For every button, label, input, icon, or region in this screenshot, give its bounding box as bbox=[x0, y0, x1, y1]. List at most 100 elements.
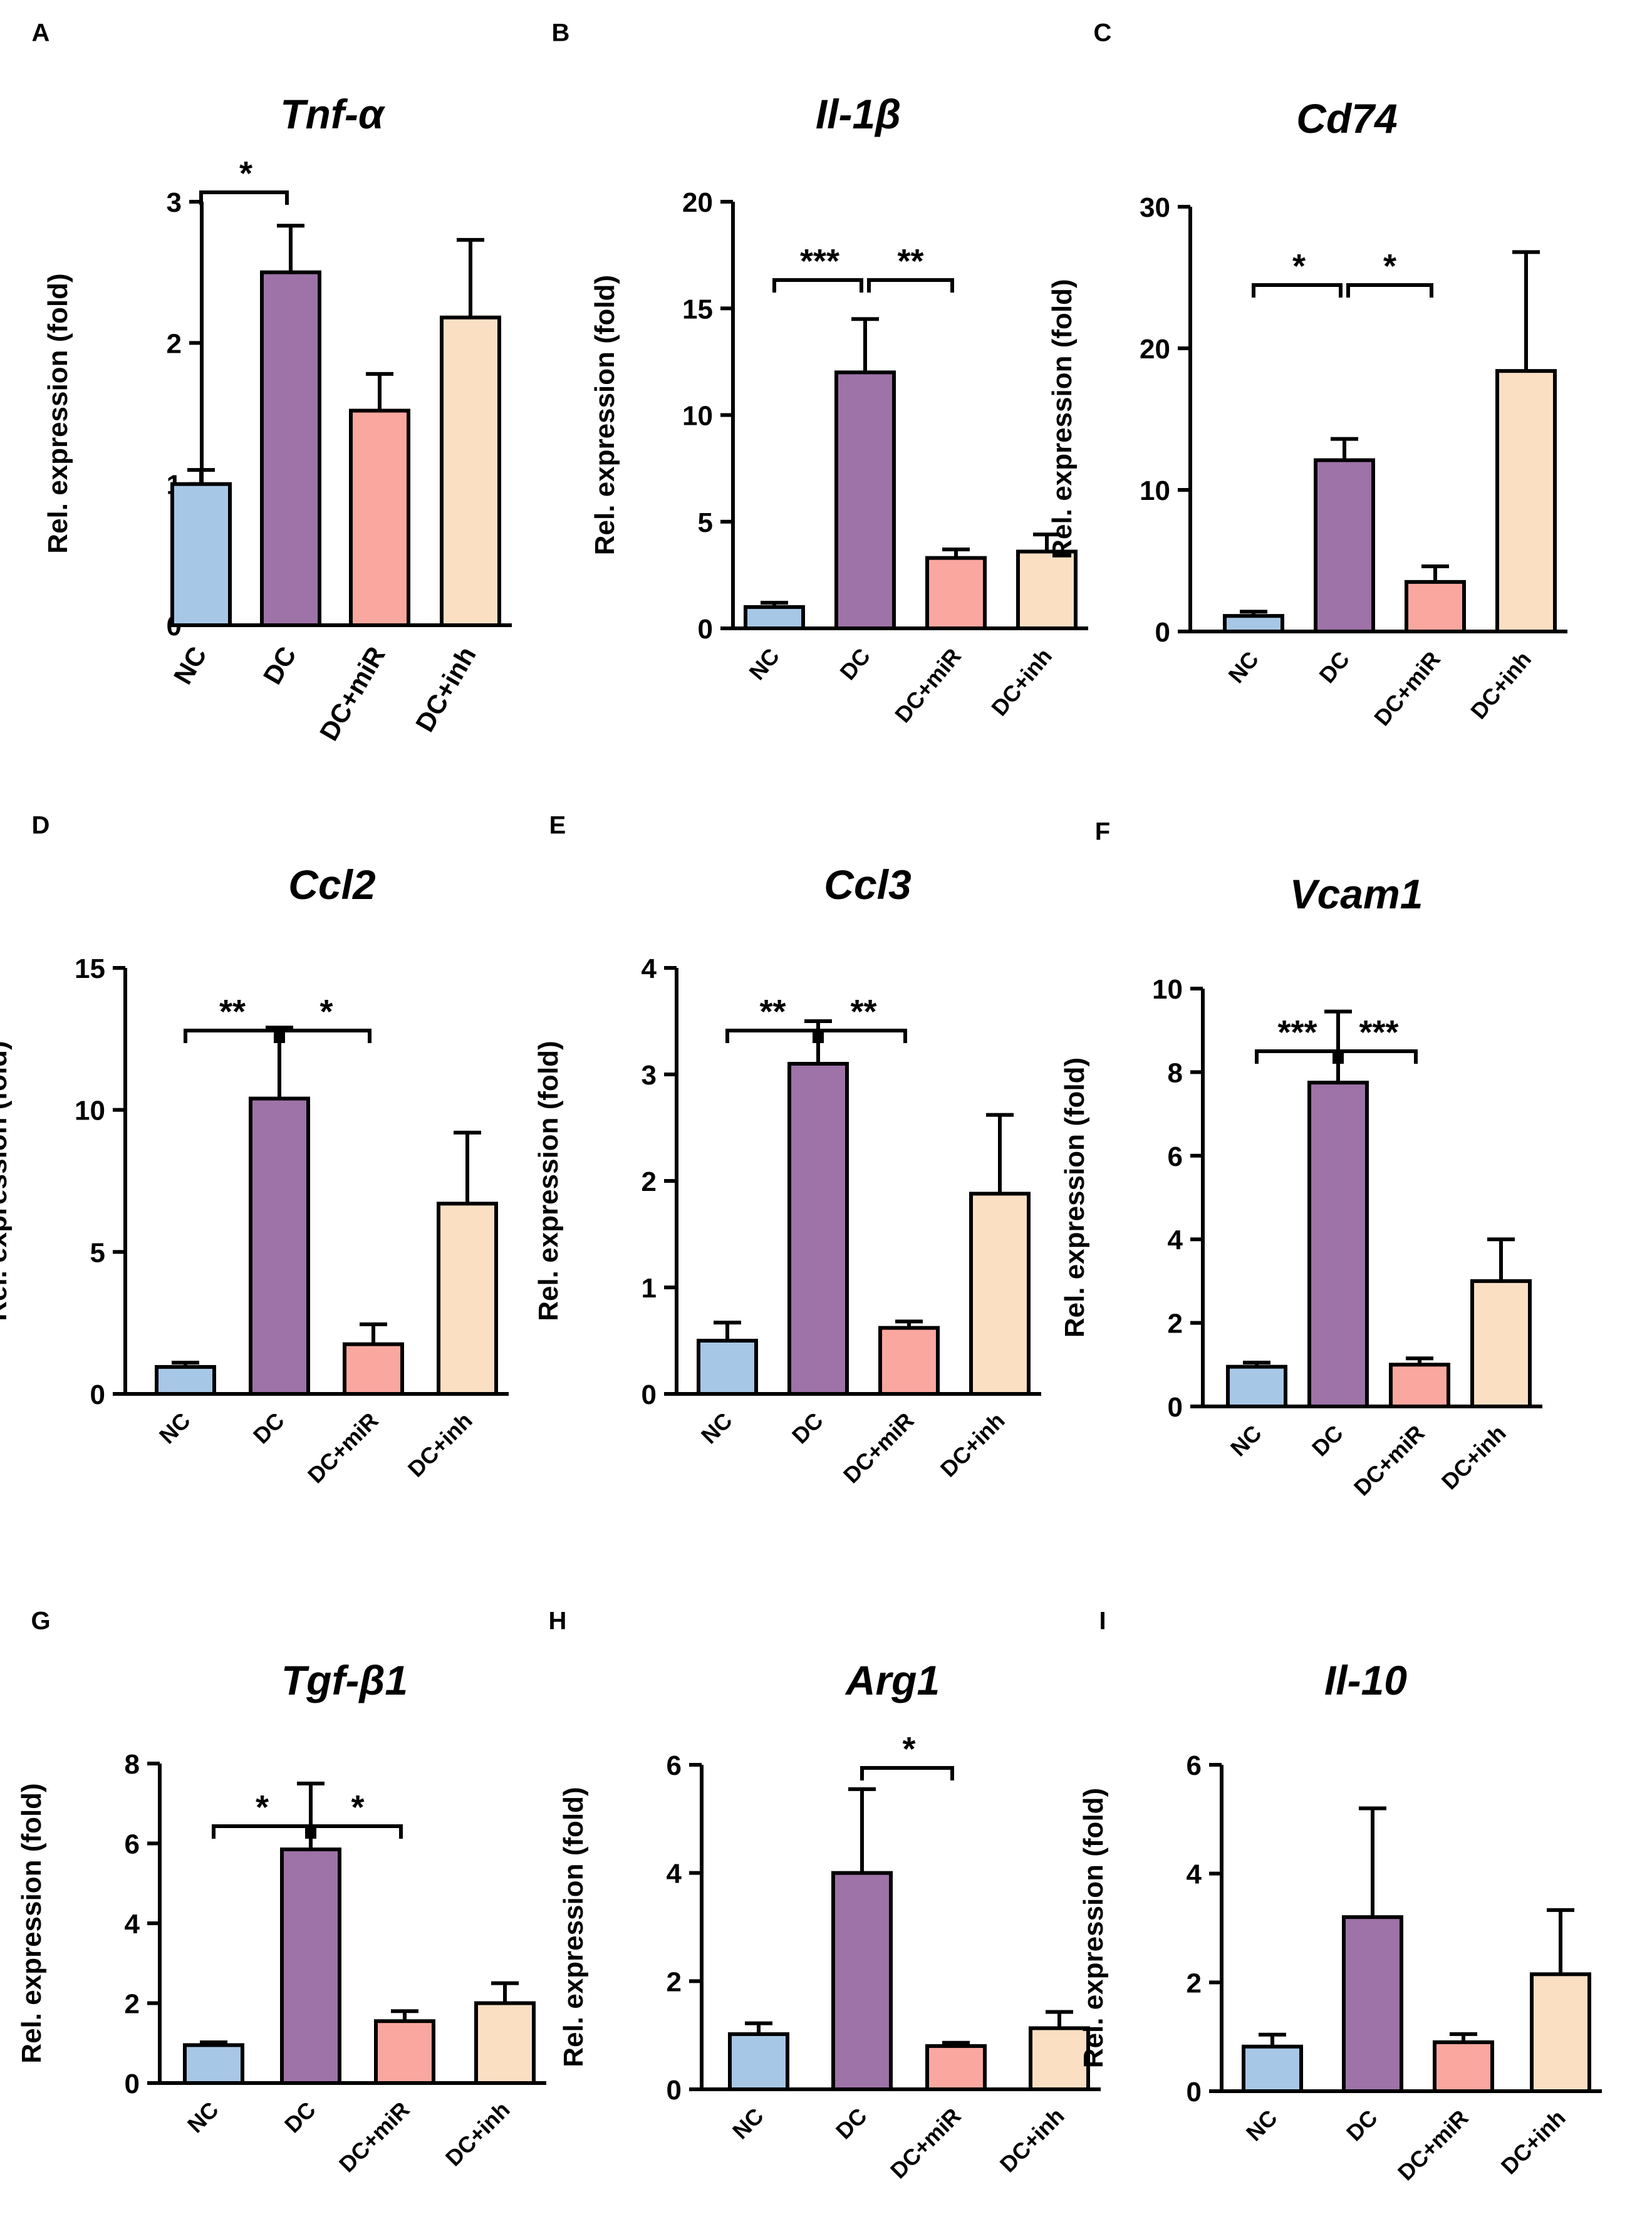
bar-nc bbox=[697, 1339, 758, 1396]
y-tick-label: 10 bbox=[1152, 974, 1183, 1005]
panel-letter: A bbox=[32, 19, 50, 47]
y-tick-label: 10 bbox=[682, 401, 713, 432]
bar-dc-mir bbox=[925, 2044, 987, 2092]
bar-dc-mir bbox=[925, 556, 987, 631]
panel-letter: I bbox=[1099, 1608, 1106, 1635]
x-tick-label-dc-mir: DC+miR bbox=[334, 2097, 415, 2178]
significance-bracket bbox=[1346, 283, 1433, 298]
significance-label: ** bbox=[850, 993, 876, 1031]
panel-letter: B bbox=[552, 19, 570, 47]
y-tick-label: 0 bbox=[1168, 1392, 1183, 1423]
panel-i: I Il-10 Rel. expression (fold) 0 2 4 6 NC DC DC+m… bbox=[1078, 1608, 1602, 2185]
x-tick-label-dc-inh: DC+inh bbox=[995, 2103, 1069, 2178]
bar-nc bbox=[1242, 2044, 1303, 2093]
y-axis-label: Rel. expression (fold) bbox=[1047, 279, 1078, 559]
x-tick-label-dc-inh: DC+inh bbox=[1436, 1420, 1511, 1495]
y-tick-label: 0 bbox=[1187, 2077, 1202, 2107]
x-tick-label-nc: NC bbox=[168, 642, 212, 689]
bar-dc-mir bbox=[349, 408, 410, 627]
y-tick-label: 2 bbox=[667, 1967, 682, 1997]
y-tick-label: 2 bbox=[1168, 1309, 1183, 1339]
x-tick-label-nc: NC bbox=[1225, 1420, 1267, 1462]
x-tick-label-dc-mir: DC+miR bbox=[314, 642, 391, 746]
bar-nc bbox=[1223, 614, 1284, 634]
y-axis-label: Rel. expression (fold) bbox=[1078, 1788, 1109, 2068]
significance-bracket bbox=[1255, 1049, 1336, 1064]
bar-dc-mir bbox=[343, 1342, 404, 1396]
bar-dc bbox=[1314, 458, 1375, 633]
x-tick-label-dc-inh: DC+inh bbox=[1496, 2105, 1571, 2180]
significance-label: ** bbox=[219, 993, 246, 1031]
significance-bracket bbox=[1340, 1049, 1418, 1064]
panel-letter: H bbox=[549, 1608, 567, 1635]
x-tick-label-nc: NC bbox=[696, 1408, 737, 1449]
x-tick-label-nc: NC bbox=[1223, 647, 1264, 688]
panel-e: E Ccl3 Rel. expression (fold) 0 1 2 3 4 NC DC DC+m… bbox=[533, 812, 1041, 1489]
y-tick-label: 0 bbox=[667, 2075, 682, 2106]
bar-nc bbox=[155, 1364, 216, 1396]
y-tick-label: 0 bbox=[125, 2069, 140, 2099]
bar-dc-mir bbox=[878, 1326, 940, 1396]
significance-label: * bbox=[1383, 247, 1396, 285]
panel-b: B Il-1β Rel. expression (fold) 0 5 10 15 20 NC DC… bbox=[552, 19, 1088, 727]
y-tick-label: 6 bbox=[125, 1829, 140, 1860]
panel-d: D Ccl2 Rel. expression (fold) 0 5 10 15 NC DC DC+… bbox=[0, 812, 509, 1488]
significance-bracket bbox=[860, 1766, 954, 1780]
panel-c: C Cd74 Rel. expression (fold) 0 10 20 30 NC DC DC… bbox=[1047, 19, 1567, 730]
significance-bracket bbox=[184, 1029, 278, 1043]
significance-label: ** bbox=[759, 993, 786, 1031]
bar-dc-inh bbox=[1470, 1279, 1532, 1409]
x-tick-label-dc: DC bbox=[834, 643, 875, 685]
y-axis-label: Rel. expression (fold) bbox=[16, 1783, 47, 2063]
y-tick-label: 0 bbox=[698, 614, 713, 645]
y-tick-label: 4 bbox=[1187, 1859, 1202, 1890]
bar-dc-inh bbox=[1495, 369, 1557, 633]
panel-g: G Tgf-β1 Rel. expression (fold) 0 2 4 6 8 NC DC DC… bbox=[16, 1608, 546, 2178]
bar-nc bbox=[744, 605, 805, 631]
x-tick-label-dc-mir: DC+miR bbox=[1349, 1420, 1430, 1501]
x-tick-label-dc-mir: DC+miR bbox=[838, 1408, 919, 1489]
significance-label: ** bbox=[897, 242, 923, 280]
bar-dc bbox=[787, 1062, 849, 1396]
y-axis-label: Rel. expression (fold) bbox=[533, 1041, 564, 1321]
chart-title: Ccl3 bbox=[824, 861, 911, 908]
chart-title: Il-1β bbox=[816, 91, 901, 137]
y-tick-label: 3 bbox=[642, 1060, 657, 1091]
y-tick-label: 2 bbox=[1187, 1968, 1202, 1998]
significance-label: * bbox=[319, 993, 333, 1031]
x-tick-label-dc: DC bbox=[1314, 647, 1354, 688]
bar-dc-mir bbox=[374, 2019, 435, 2085]
panel-letter: F bbox=[1095, 818, 1110, 846]
panel-letter: D bbox=[32, 812, 50, 839]
chart-title: Vcam1 bbox=[1290, 871, 1423, 917]
x-tick-label-dc: DC bbox=[1307, 1420, 1348, 1462]
x-tick-label-nc: NC bbox=[744, 643, 784, 685]
bar-dc-inh bbox=[474, 2001, 536, 2085]
x-tick-label-nc: NC bbox=[727, 2103, 769, 2144]
chart-title: Il-10 bbox=[1324, 1657, 1407, 1703]
significance-label: *** bbox=[800, 242, 839, 280]
y-tick-label: 4 bbox=[1168, 1225, 1183, 1255]
significance-bracket bbox=[1252, 283, 1343, 298]
x-tick-label-dc-inh: DC+inh bbox=[440, 2097, 515, 2171]
x-tick-label-nc: NC bbox=[182, 2097, 224, 2138]
significance-bracket bbox=[313, 1824, 403, 1839]
significance-bracket bbox=[725, 1029, 816, 1043]
y-tick-label: 20 bbox=[1140, 334, 1170, 365]
bar-dc-inh bbox=[1530, 1972, 1591, 2094]
y-tick-label: 2 bbox=[167, 328, 182, 359]
bar-dc-inh bbox=[1016, 549, 1078, 630]
bar-dc bbox=[1342, 1915, 1403, 2093]
chart-title: Tnf-α bbox=[280, 91, 386, 137]
x-tick-label-nc: NC bbox=[1241, 2105, 1282, 2146]
y-tick-label: 4 bbox=[125, 1909, 140, 1940]
significance-bracket bbox=[199, 190, 289, 205]
x-tick-label-dc-mir: DC+miR bbox=[1369, 647, 1445, 730]
x-tick-label-dc-inh: DC+inh bbox=[410, 642, 482, 737]
bar-dc-inh bbox=[969, 1192, 1031, 1396]
y-tick-label: 10 bbox=[1140, 475, 1170, 506]
x-tick-label-dc: DC bbox=[1341, 2105, 1383, 2146]
